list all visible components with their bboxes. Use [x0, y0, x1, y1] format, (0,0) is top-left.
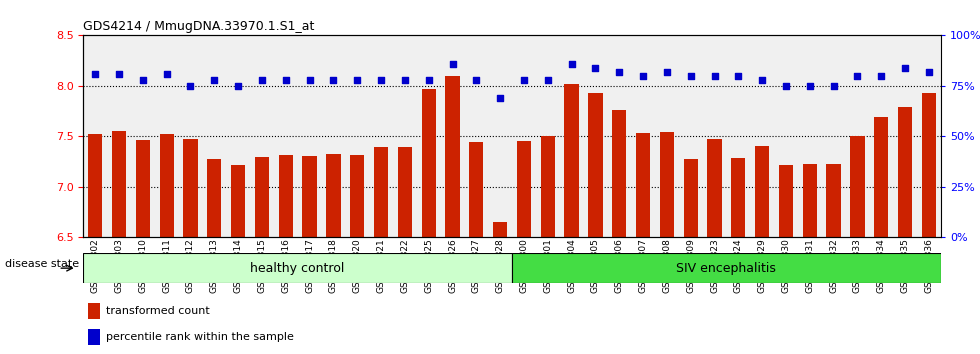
Point	[921, 69, 937, 75]
Bar	[731, 159, 746, 237]
Bar	[588, 93, 603, 237]
Bar	[135, 140, 150, 237]
Point	[445, 61, 461, 67]
Text: percentile rank within the sample: percentile rank within the sample	[106, 332, 293, 342]
Point	[135, 77, 151, 82]
Point	[182, 83, 198, 88]
Bar	[708, 139, 721, 237]
Bar	[326, 154, 340, 237]
Text: GDS4214 / MmugDNA.33970.1.S1_at: GDS4214 / MmugDNA.33970.1.S1_at	[83, 20, 315, 33]
Point	[635, 73, 651, 79]
Bar	[779, 165, 793, 237]
Point	[230, 83, 246, 88]
Point	[325, 77, 341, 82]
Bar	[303, 156, 317, 237]
Bar	[660, 132, 674, 237]
Point	[420, 77, 436, 82]
Point	[87, 71, 103, 76]
Point	[111, 71, 126, 76]
Point	[159, 71, 174, 76]
Bar	[207, 160, 221, 237]
Bar	[516, 141, 531, 237]
Point	[683, 73, 699, 79]
Bar	[255, 158, 270, 237]
Bar	[898, 107, 912, 237]
Bar	[851, 136, 864, 237]
Bar	[87, 303, 100, 319]
Point	[707, 73, 722, 79]
Text: transformed count: transformed count	[106, 306, 210, 316]
Bar	[421, 89, 436, 237]
Bar	[874, 117, 889, 237]
Point	[397, 77, 413, 82]
Point	[207, 77, 222, 82]
Text: SIV encephalitis: SIV encephalitis	[676, 262, 776, 275]
Point	[826, 83, 842, 88]
Point	[373, 77, 389, 82]
Point	[492, 95, 508, 101]
Point	[612, 69, 627, 75]
Bar	[564, 84, 579, 237]
Text: disease state: disease state	[5, 259, 79, 269]
Point	[588, 65, 604, 70]
Point	[254, 77, 270, 82]
Point	[540, 77, 556, 82]
Bar	[826, 164, 841, 237]
Point	[564, 61, 579, 67]
Point	[730, 73, 746, 79]
Bar	[755, 146, 769, 237]
Bar	[398, 147, 412, 237]
Bar	[636, 133, 650, 237]
Point	[659, 69, 674, 75]
Bar	[374, 147, 388, 237]
Bar	[183, 139, 198, 237]
Bar	[445, 76, 460, 237]
Bar	[231, 165, 245, 237]
Bar	[493, 222, 508, 237]
Bar	[512, 253, 941, 283]
Bar	[803, 164, 817, 237]
Point	[755, 77, 770, 82]
Bar	[922, 93, 936, 237]
Bar	[278, 155, 293, 237]
Bar	[350, 155, 365, 237]
Point	[873, 73, 889, 79]
Bar	[469, 142, 483, 237]
Bar	[683, 160, 698, 237]
Point	[850, 73, 865, 79]
Point	[468, 77, 484, 82]
Point	[302, 77, 318, 82]
Point	[278, 77, 294, 82]
Text: healthy control: healthy control	[251, 262, 345, 275]
Bar	[88, 134, 102, 237]
Point	[802, 83, 817, 88]
Bar	[112, 131, 126, 237]
Point	[350, 77, 366, 82]
Bar	[87, 329, 100, 345]
Point	[516, 77, 532, 82]
Point	[778, 83, 794, 88]
Bar	[83, 253, 512, 283]
Bar	[541, 136, 555, 237]
Point	[898, 65, 913, 70]
Bar	[612, 110, 626, 237]
Bar	[160, 134, 173, 237]
